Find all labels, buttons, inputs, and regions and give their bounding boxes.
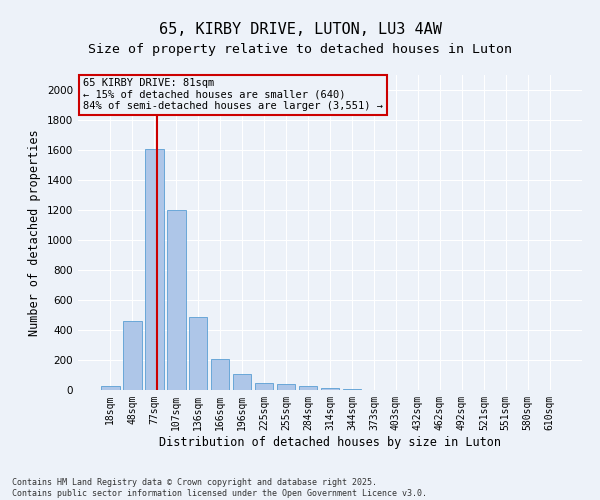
Text: Contains HM Land Registry data © Crown copyright and database right 2025.
Contai: Contains HM Land Registry data © Crown c… — [12, 478, 427, 498]
Bar — [343, 389, 361, 390]
Bar — [167, 210, 185, 390]
Bar — [277, 384, 295, 390]
Text: 65, KIRBY DRIVE, LUTON, LU3 4AW: 65, KIRBY DRIVE, LUTON, LU3 4AW — [158, 22, 442, 38]
Bar — [320, 388, 340, 390]
Text: 65 KIRBY DRIVE: 81sqm
← 15% of detached houses are smaller (640)
84% of semi-det: 65 KIRBY DRIVE: 81sqm ← 15% of detached … — [83, 78, 383, 112]
Bar — [233, 374, 251, 390]
Bar — [211, 358, 229, 390]
Bar — [255, 382, 274, 390]
Bar — [299, 386, 317, 390]
Text: Size of property relative to detached houses in Luton: Size of property relative to detached ho… — [88, 42, 512, 56]
Bar — [101, 386, 119, 390]
Bar — [123, 321, 142, 390]
Bar — [189, 316, 208, 390]
Bar — [145, 148, 164, 390]
Y-axis label: Number of detached properties: Number of detached properties — [28, 129, 41, 336]
X-axis label: Distribution of detached houses by size in Luton: Distribution of detached houses by size … — [159, 436, 501, 448]
